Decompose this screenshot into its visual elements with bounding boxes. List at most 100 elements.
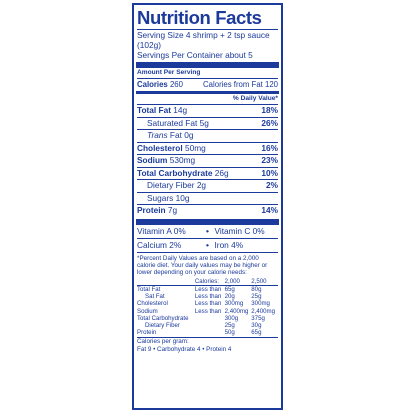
amount-per-serving: Amount Per Serving [137, 69, 201, 76]
footnote: *Percent Daily Values are based on a 2,0… [137, 254, 268, 277]
bullet: • [206, 225, 209, 236]
table-cell: Calories: [194, 277, 219, 285]
servings-per-container: Servings Per Container about 5 [137, 50, 253, 60]
nutrient-row-total-fat: Total Fat 14g 18% [137, 104, 278, 117]
calcium: Calcium 2% [137, 239, 182, 250]
table-cell: Total Fat [137, 285, 161, 293]
nutrient-label: Protein [137, 205, 166, 215]
nutrient-row-dietary-fiber: Dietary Fiber 2g 2% [137, 179, 278, 192]
divider [137, 251, 278, 253]
nutrient-row-protein: Protein 7g 14% [137, 204, 278, 217]
thick-divider [136, 62, 279, 68]
table-cell: 300g [224, 314, 239, 322]
calories-label: Calories [137, 80, 168, 89]
table-cell: Protein [137, 329, 157, 337]
calories-value: 260 [169, 80, 183, 89]
nutrient-dv: 18% [261, 105, 278, 115]
nutrient-row-sugars: Sugars 10g [137, 191, 278, 205]
medium-divider [136, 91, 279, 94]
nutrient-label: Cholesterol [137, 142, 183, 153]
table-row: Sat Fat Less than 20g 25g [137, 293, 278, 300]
nutrient-amount: 530mg [169, 155, 196, 165]
table-cell: Less than [194, 300, 222, 308]
calories-from-fat: Calories from Fat 120 [203, 80, 278, 89]
nutrient-label: Dietary Fiber [147, 180, 195, 190]
divider [137, 78, 278, 79]
nutrient-row-sodium: Sodium 530mg 23% [137, 154, 278, 167]
nutrient-amount: 10g [175, 192, 190, 203]
table-cell: 300mg [251, 300, 270, 308]
nutrient-dv: 16% [261, 142, 278, 153]
vitamin-a: Vitamin A 0% [137, 225, 186, 236]
nutrient-dv: 23% [261, 155, 278, 165]
table-cell [195, 315, 225, 322]
table-row: Dietary Fiber 25g 30g [137, 322, 278, 329]
bullet: • [206, 239, 209, 250]
nutrient-amount: 50mg [184, 142, 206, 153]
calories-per-gram-title: Calories per gram: [137, 337, 278, 345]
vitamin-row: Vitamin A 0% • Vitamin C 0% [137, 225, 278, 238]
nutrient-amount: 2g [196, 180, 207, 190]
table-cell: 65g [224, 285, 235, 293]
nutrient-dv: 26% [261, 117, 278, 128]
calories-per-gram: Fat 9 • Carbohydrate 4 • Protein 4 [137, 345, 232, 353]
table-cell: Less than [194, 307, 222, 315]
nutrient-label: Sodium [137, 155, 168, 165]
nutrient-row-trans-fat: Trans Fat 0g [137, 129, 278, 142]
nutrient-label-italic: Trans [147, 130, 168, 140]
table-cell: Sat Fat [145, 293, 165, 301]
nutrient-dv: 2% [266, 180, 278, 190]
nutrient-amount: 7g [167, 205, 178, 215]
table-row: Protein 50g 65g [137, 329, 278, 336]
table-cell: 2,400mg [224, 307, 249, 315]
table-cell: 65g [251, 329, 262, 337]
nutrient-dv: 14% [261, 205, 278, 215]
table-row: Cholesterol Less than 300mg 300mg [137, 300, 278, 307]
table-cell: 25g [224, 321, 235, 329]
table-cell: 375g [251, 314, 265, 322]
nutrient-row-saturated-fat: Saturated Fat 5g 26% [137, 116, 278, 130]
serving-size-grams: (102g) [137, 40, 161, 50]
table-row: Total Carbohydrate 300g 375g [137, 315, 278, 322]
label-title: Nutrition Facts [137, 7, 262, 28]
table-cell: Cholesterol [137, 300, 168, 308]
table-cell: Less than [194, 285, 222, 293]
mineral-row: Calcium 2% • Iron 4% [137, 239, 278, 252]
nutrient-label: Total Fat [137, 105, 171, 115]
table-cell [137, 278, 195, 286]
table-cell: Sodium [137, 307, 158, 315]
nutrient-amount: 14g [173, 105, 188, 115]
nutrient-row-cholesterol: Cholesterol 50mg 16% [137, 141, 278, 155]
table-cell: 20g [224, 293, 235, 301]
nutrient-amount: 0g [184, 130, 194, 140]
nutrient-dv: 10% [261, 167, 278, 178]
nutrient-label: Sugars [147, 192, 174, 203]
vitamin-c: Vitamin C 0% [214, 225, 265, 236]
nutrient-amount: 26g [214, 167, 229, 178]
nutrient-label: Total Carbohydrate [137, 167, 213, 178]
nutrient-label: Fat [169, 130, 182, 140]
table-row: Total Fat Less than 65g 80g [137, 285, 278, 293]
nutrient-row-total-carbohydrate: Total Carbohydrate 26g 10% [137, 166, 278, 180]
thick-divider [136, 218, 279, 225]
divider [137, 29, 278, 30]
table-header-row: Calories: 2,000 2,500 [137, 278, 278, 286]
nutrient-label: Saturated Fat [147, 117, 198, 128]
table-cell: 2,500 [251, 277, 267, 285]
daily-value-header: % Daily Value* [232, 95, 278, 102]
table-cell [195, 322, 225, 329]
table-cell [195, 329, 225, 336]
iron: Iron 4% [214, 239, 244, 250]
table-cell: 80g [251, 285, 262, 293]
table-cell: Dietary Fiber [145, 321, 180, 329]
nutrition-facts-label: Nutrition Facts Serving Size 4 shrimp + … [132, 3, 283, 410]
table-cell: 300mg [224, 300, 244, 308]
daily-values-table: Calories: 2,000 2,500 Total Fat Less tha… [137, 278, 278, 337]
nutrient-amount: 5g [199, 117, 209, 128]
table-cell: 2,000 [224, 277, 240, 285]
calories-row: Calories 260 Calories from Fat 120 [137, 79, 278, 90]
table-cell: 50g [224, 329, 235, 337]
table-cell: 30g [251, 321, 262, 329]
table-cell: Less than [194, 293, 222, 301]
divider [137, 237, 278, 239]
